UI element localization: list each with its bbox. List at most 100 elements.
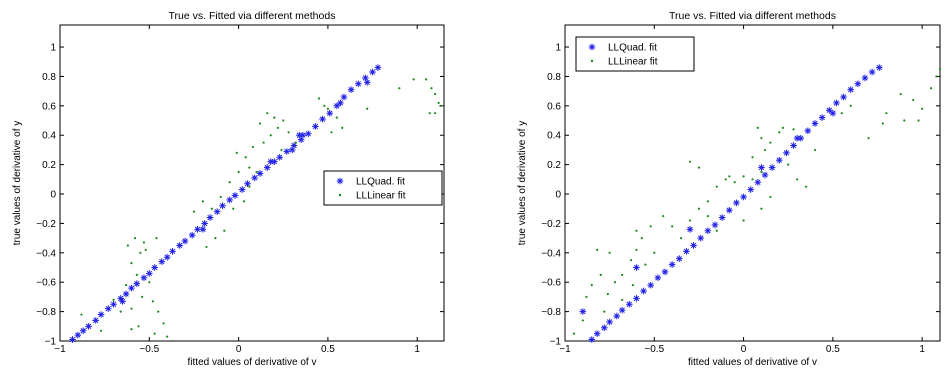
data-point-lllinear bbox=[166, 335, 169, 338]
data-point-llquad bbox=[718, 214, 726, 221]
data-point-lllinear bbox=[433, 112, 437, 115]
data-point-llquad bbox=[618, 306, 626, 314]
data-point-lllinear bbox=[237, 170, 240, 174]
data-point-lllinear bbox=[219, 195, 222, 199]
y-tick-label: 0 bbox=[555, 190, 561, 201]
data-point-lllinear bbox=[792, 128, 795, 131]
y-tick-label: −0.8 bbox=[36, 307, 56, 318]
data-point-lllinear bbox=[137, 325, 140, 328]
data-point-lllinear bbox=[126, 244, 129, 247]
data-point-llquad bbox=[861, 74, 869, 82]
y-tick-label: −0.2 bbox=[36, 219, 56, 230]
data-point-lllinear bbox=[130, 262, 133, 265]
data-point-llquad bbox=[163, 253, 171, 261]
data-point-lllinear bbox=[317, 97, 321, 100]
data-point-lllinear bbox=[139, 251, 142, 254]
data-point-lllinear bbox=[688, 160, 692, 163]
y-tick-label: −0.4 bbox=[36, 248, 56, 259]
data-point-lllinear bbox=[781, 126, 784, 129]
data-point-llquad bbox=[226, 196, 233, 204]
data-point-llquad bbox=[97, 311, 105, 318]
data-point-lllinear bbox=[153, 332, 156, 335]
data-point-llquad bbox=[85, 323, 92, 330]
legend-box bbox=[575, 36, 695, 72]
data-point-lllinear bbox=[244, 156, 247, 159]
data-point-llquad bbox=[600, 324, 608, 332]
data-point-llquad bbox=[374, 64, 382, 71]
y-tick-label: 0.2 bbox=[547, 160, 561, 171]
data-point-llquad bbox=[319, 115, 326, 123]
data-point-llquad bbox=[231, 192, 239, 199]
data-point-lllinear bbox=[912, 98, 915, 102]
data-point-lllinear bbox=[885, 112, 888, 115]
data-point-llquad bbox=[169, 248, 176, 255]
data-point-lllinear bbox=[210, 207, 213, 210]
x-tick-label: −1 bbox=[54, 344, 66, 355]
data-point-lllinear bbox=[724, 178, 727, 181]
data-point-llquad bbox=[833, 99, 840, 107]
data-point-lllinear bbox=[398, 87, 401, 90]
legend-label: LLLinear fit bbox=[356, 191, 406, 202]
data-point-llquad bbox=[783, 149, 790, 157]
data-point-lllinear bbox=[282, 119, 285, 122]
data-point-llquad bbox=[122, 290, 130, 298]
data-point-lllinear bbox=[124, 284, 128, 287]
data-point-lllinear bbox=[425, 78, 428, 81]
data-point-llquad bbox=[104, 305, 112, 312]
data-point-llquad bbox=[283, 148, 291, 155]
data-point-lllinear bbox=[201, 200, 204, 203]
data-point-lllinear bbox=[662, 214, 665, 218]
data-point-lllinear bbox=[273, 116, 276, 119]
data-point-llquad bbox=[181, 237, 189, 245]
data-point-lllinear bbox=[162, 322, 165, 325]
data-point-llquad bbox=[768, 164, 776, 171]
x-tick-label: 0 bbox=[236, 344, 242, 355]
data-point-llquad bbox=[754, 178, 762, 186]
chart-title: True vs. Fitted via different methods bbox=[169, 10, 336, 22]
data-point-lllinear bbox=[608, 251, 611, 254]
data-point-llquad bbox=[606, 318, 613, 326]
data-point-llquad bbox=[593, 330, 601, 337]
data-point-lllinear bbox=[679, 237, 683, 240]
data-point-lllinear bbox=[769, 141, 772, 144]
data-point-llquad bbox=[704, 227, 712, 235]
data-point-lllinear bbox=[148, 281, 151, 284]
data-point-llquad bbox=[244, 180, 251, 188]
data-point-llquad bbox=[793, 134, 801, 142]
data-point-lllinear bbox=[787, 163, 790, 166]
data-point-llquad bbox=[213, 208, 221, 215]
data-point-llquad bbox=[251, 174, 258, 182]
legend-label: LLQuad. fit bbox=[608, 43, 657, 54]
data-point-llquad bbox=[686, 225, 694, 233]
data-point-lllinear bbox=[585, 295, 588, 299]
legend: LLQuad. fit LLLinear fit bbox=[323, 170, 443, 206]
data-point-llquad bbox=[633, 295, 640, 302]
data-point-llquad bbox=[326, 109, 333, 117]
data-point-llquad bbox=[206, 214, 214, 221]
data-point-lllinear bbox=[335, 116, 338, 119]
data-point-lllinear bbox=[804, 185, 808, 188]
y-tick-label: 0.4 bbox=[42, 131, 56, 142]
data-point-lllinear bbox=[155, 237, 158, 240]
data-point-llquad bbox=[640, 287, 647, 295]
data-point-llquad bbox=[299, 131, 307, 139]
data-point-lllinear bbox=[706, 200, 709, 203]
y-tick-label: −0.6 bbox=[36, 278, 56, 289]
data-point-lllinear bbox=[671, 225, 674, 228]
data-point-lllinear bbox=[276, 126, 279, 129]
data-point-lllinear bbox=[763, 148, 767, 152]
data-point-llquad bbox=[747, 186, 755, 193]
x-tick-label: −1 bbox=[559, 344, 571, 355]
data-point-llquad bbox=[238, 186, 246, 193]
data-point-llquad bbox=[775, 156, 783, 164]
data-point-lllinear bbox=[938, 67, 942, 71]
data-point-lllinear bbox=[433, 92, 437, 96]
data-point-lllinear bbox=[255, 170, 258, 174]
data-point-llquad bbox=[697, 234, 705, 242]
data-point-llquad bbox=[840, 93, 847, 101]
data-point-lllinear bbox=[867, 137, 870, 140]
data-point-lllinear bbox=[697, 166, 701, 169]
data-point-lllinear bbox=[294, 141, 297, 144]
y-tick-label: −0.4 bbox=[541, 248, 561, 259]
